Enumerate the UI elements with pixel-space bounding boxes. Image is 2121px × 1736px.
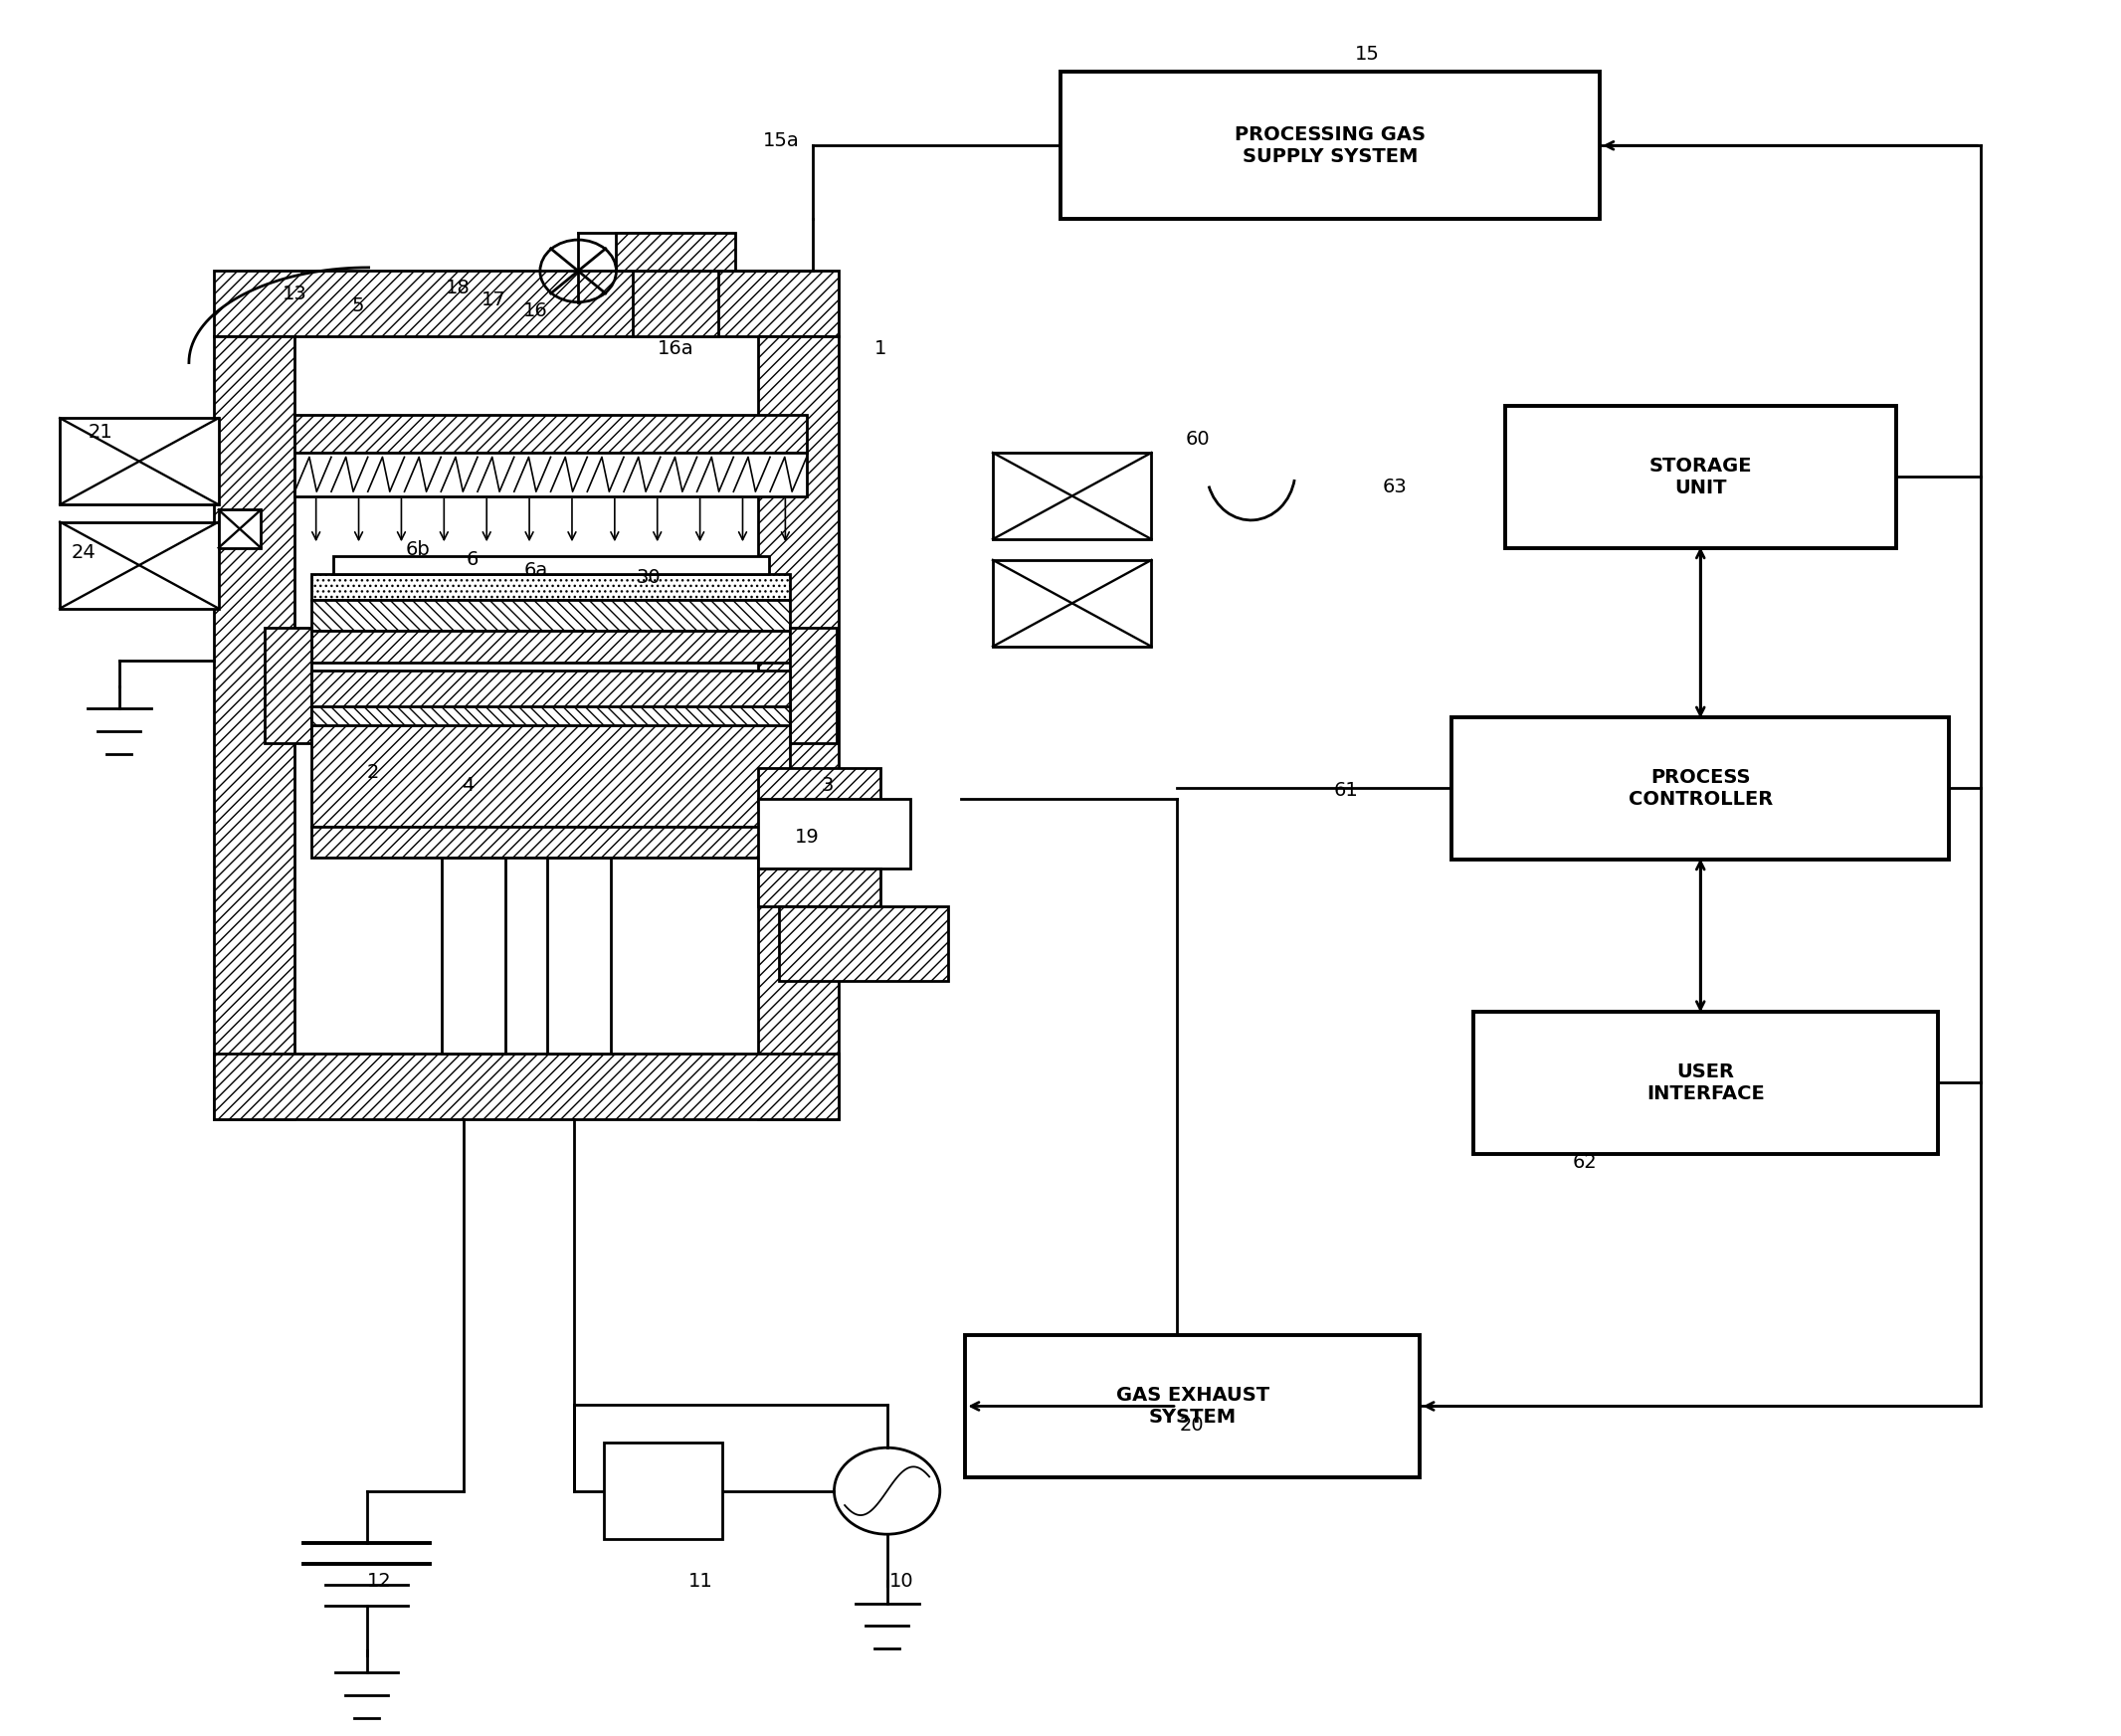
Text: 6: 6 [467, 550, 479, 569]
Text: 63: 63 [1383, 477, 1406, 496]
Bar [59, 523, 218, 608]
Bar [1472, 1012, 1939, 1153]
Bar [214, 337, 295, 1120]
Text: 6a: 6a [524, 561, 547, 580]
Text: 60: 60 [1186, 429, 1211, 448]
Text: 15a: 15a [764, 132, 800, 151]
Text: 20: 20 [1179, 1417, 1205, 1434]
Bar [312, 630, 789, 661]
Bar [757, 767, 880, 807]
Bar [617, 233, 734, 271]
Bar [312, 670, 789, 826]
Bar [993, 561, 1152, 646]
Bar [789, 627, 836, 743]
Bar [295, 415, 806, 453]
Text: 61: 61 [1334, 781, 1357, 800]
Text: PROCESS
CONTROLLER: PROCESS CONTROLLER [1629, 767, 1773, 809]
Bar [295, 453, 806, 496]
Bar [757, 868, 880, 906]
Text: 6b: 6b [405, 540, 431, 559]
Text: 12: 12 [367, 1571, 392, 1590]
Text: STORAGE
UNIT: STORAGE UNIT [1648, 457, 1752, 496]
Text: 10: 10 [889, 1571, 914, 1590]
Text: GAS EXHAUST
SYSTEM: GAS EXHAUST SYSTEM [1116, 1385, 1268, 1427]
Bar [265, 627, 312, 743]
Bar [214, 271, 838, 337]
Text: 1: 1 [874, 340, 887, 358]
Bar [965, 1335, 1421, 1477]
Text: 4: 4 [462, 776, 475, 795]
Text: 2: 2 [367, 764, 380, 783]
Bar [634, 271, 717, 337]
Text: 16a: 16a [658, 340, 694, 358]
Bar [547, 858, 611, 1054]
Text: 21: 21 [87, 422, 112, 441]
Bar [778, 906, 948, 981]
Text: 19: 19 [795, 828, 819, 847]
Bar [333, 557, 768, 575]
Bar [218, 510, 261, 549]
Bar [1060, 71, 1599, 219]
Bar [295, 337, 757, 1054]
Bar [312, 826, 789, 858]
Text: 15: 15 [1355, 45, 1379, 64]
Text: PROCESSING GAS
SUPPLY SYSTEM: PROCESSING GAS SUPPLY SYSTEM [1234, 125, 1425, 167]
Text: 5: 5 [352, 297, 365, 314]
Text: USER
INTERFACE: USER INTERFACE [1646, 1062, 1765, 1102]
Bar [214, 1054, 838, 1120]
Bar [993, 453, 1152, 540]
Bar [59, 418, 218, 505]
Bar [312, 707, 789, 726]
Text: 13: 13 [282, 285, 308, 304]
Text: 16: 16 [524, 302, 547, 319]
Text: 30: 30 [636, 568, 660, 587]
Bar [312, 575, 789, 599]
Bar [757, 337, 838, 1120]
Bar [441, 858, 505, 1054]
Text: 18: 18 [445, 279, 471, 299]
Bar [757, 799, 910, 868]
Bar [1504, 406, 1896, 549]
Text: 11: 11 [689, 1571, 713, 1590]
Bar [604, 1443, 721, 1540]
Text: 24: 24 [70, 543, 95, 562]
Bar [312, 599, 789, 630]
Bar [1453, 717, 1949, 859]
Text: 17: 17 [481, 292, 507, 309]
Text: 62: 62 [1574, 1153, 1597, 1172]
Text: 3: 3 [821, 776, 834, 795]
